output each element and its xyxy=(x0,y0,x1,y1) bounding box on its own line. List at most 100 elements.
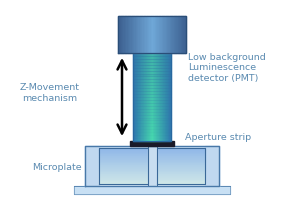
Bar xyxy=(174,16,175,53)
Bar xyxy=(171,16,172,53)
Bar xyxy=(170,16,171,53)
Bar xyxy=(133,74,171,77)
Bar xyxy=(140,16,141,53)
Bar xyxy=(169,53,170,141)
Bar xyxy=(144,16,145,53)
Bar xyxy=(170,53,171,141)
Bar xyxy=(145,16,147,53)
Bar xyxy=(133,129,171,132)
Bar xyxy=(160,53,161,141)
Bar xyxy=(140,53,141,141)
Bar xyxy=(133,135,171,138)
Bar xyxy=(133,94,171,97)
Bar xyxy=(160,53,161,141)
Bar xyxy=(151,16,152,53)
Bar xyxy=(156,16,158,53)
Bar xyxy=(137,53,138,141)
Bar xyxy=(138,16,140,53)
Bar xyxy=(168,53,169,141)
Bar xyxy=(143,53,144,141)
Bar xyxy=(99,161,148,162)
Bar xyxy=(99,159,148,161)
Bar xyxy=(99,168,148,170)
Bar xyxy=(168,16,170,53)
Bar xyxy=(152,16,153,53)
Bar xyxy=(157,180,205,182)
Bar xyxy=(133,118,171,120)
Bar xyxy=(178,16,179,53)
Bar xyxy=(133,88,171,91)
Bar xyxy=(132,16,133,53)
Text: Aperture strip: Aperture strip xyxy=(185,134,251,142)
Bar xyxy=(99,173,148,175)
Bar xyxy=(136,16,137,53)
Bar xyxy=(99,177,148,179)
Polygon shape xyxy=(85,146,219,186)
Bar xyxy=(157,148,205,150)
Bar xyxy=(138,53,139,141)
Bar xyxy=(133,112,171,115)
Bar xyxy=(156,53,157,141)
Bar xyxy=(162,53,163,141)
Bar xyxy=(136,53,137,141)
Bar xyxy=(133,85,171,88)
Bar xyxy=(133,59,171,62)
Text: Microplate: Microplate xyxy=(32,163,82,172)
Polygon shape xyxy=(205,146,219,186)
Bar xyxy=(133,106,171,109)
Bar xyxy=(148,53,149,141)
Bar xyxy=(157,182,205,184)
Bar xyxy=(139,53,140,141)
Bar xyxy=(126,16,128,53)
Bar xyxy=(159,53,160,141)
Bar xyxy=(164,53,165,141)
Bar xyxy=(128,16,129,53)
Bar xyxy=(130,16,132,53)
Bar xyxy=(179,16,181,53)
Bar xyxy=(133,56,171,59)
Bar xyxy=(160,16,161,53)
Bar xyxy=(133,91,171,94)
Bar xyxy=(142,53,143,141)
Bar xyxy=(175,16,176,53)
Bar xyxy=(164,16,166,53)
Bar xyxy=(99,155,148,157)
Bar xyxy=(144,53,145,141)
Bar xyxy=(133,123,171,126)
Bar xyxy=(158,16,159,53)
Bar xyxy=(133,100,171,103)
Bar xyxy=(166,53,167,141)
Bar xyxy=(99,170,148,171)
Bar xyxy=(183,16,184,53)
Bar xyxy=(157,162,205,164)
Bar xyxy=(182,16,183,53)
Bar xyxy=(157,168,205,170)
Bar xyxy=(157,155,205,157)
Bar xyxy=(151,53,152,141)
Polygon shape xyxy=(74,186,230,194)
Bar xyxy=(157,154,205,155)
Bar xyxy=(152,53,153,141)
Bar xyxy=(133,109,171,112)
Bar xyxy=(154,53,155,141)
Bar xyxy=(141,16,142,53)
Bar xyxy=(133,138,171,141)
Bar xyxy=(161,16,163,53)
Bar xyxy=(163,53,164,141)
Bar xyxy=(121,16,122,53)
Bar xyxy=(157,164,205,166)
Bar xyxy=(169,53,170,141)
Bar xyxy=(163,16,164,53)
Bar xyxy=(165,53,166,141)
Bar xyxy=(176,16,178,53)
Bar xyxy=(167,53,168,141)
Bar xyxy=(133,115,171,118)
Bar xyxy=(133,68,171,71)
Bar xyxy=(99,157,148,159)
Bar xyxy=(99,152,148,154)
Bar xyxy=(99,154,148,155)
Bar xyxy=(157,152,205,154)
Bar xyxy=(142,16,144,53)
Bar xyxy=(158,53,159,141)
Bar xyxy=(99,162,148,164)
